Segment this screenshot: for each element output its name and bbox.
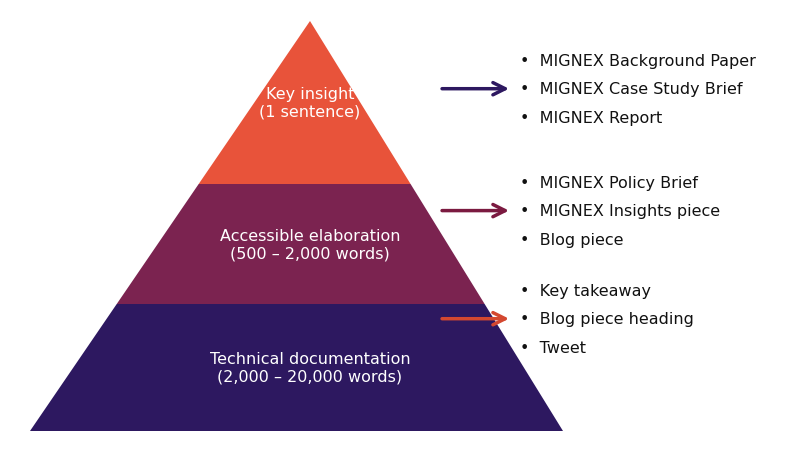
Text: •  MIGNEX Background Paper: • MIGNEX Background Paper [520,54,756,68]
Text: •  Tweet: • Tweet [520,340,586,355]
Text: Key insight
(1 sentence): Key insight (1 sentence) [260,87,360,119]
Text: •  Blog piece heading: • Blog piece heading [520,312,694,326]
Text: •  MIGNEX Report: • MIGNEX Report [520,111,662,125]
Text: Accessible elaboration
(500 – 2,000 words): Accessible elaboration (500 – 2,000 word… [220,228,401,261]
Text: •  MIGNEX Policy Brief: • MIGNEX Policy Brief [520,175,698,190]
Polygon shape [30,304,563,431]
Text: •  Key takeaway: • Key takeaway [520,283,651,298]
Text: •  Blog piece: • Blog piece [520,232,623,247]
Text: Technical documentation
(2,000 – 20,000 words): Technical documentation (2,000 – 20,000 … [210,352,410,384]
Text: •  MIGNEX Insights piece: • MIGNEX Insights piece [520,204,720,218]
Polygon shape [199,22,410,185]
Polygon shape [117,185,484,304]
Text: •  MIGNEX Case Study Brief: • MIGNEX Case Study Brief [520,82,742,97]
